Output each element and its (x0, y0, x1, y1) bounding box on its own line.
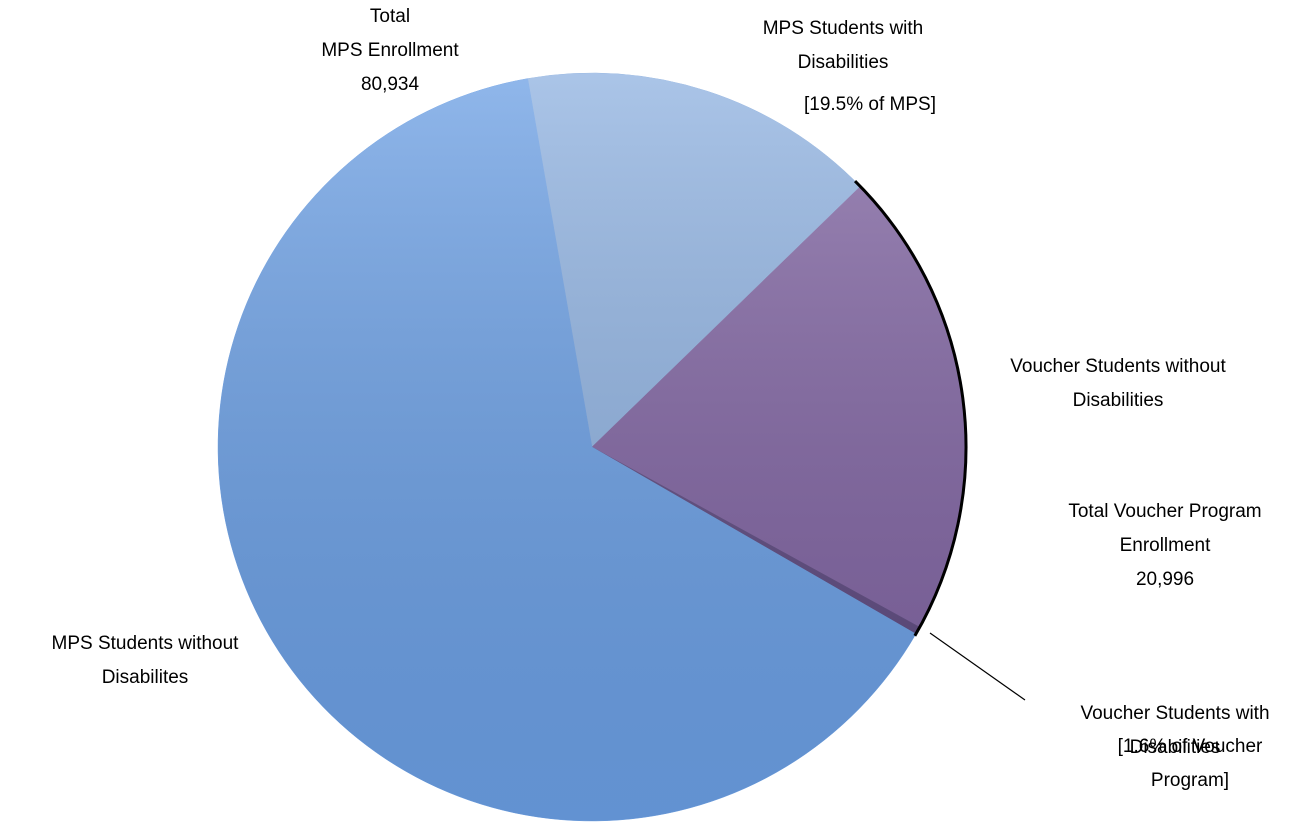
annotation: Total MPS Enrollment 80,934 (270, 0, 510, 102)
slice-label: MPS Students without Disabilites (51, 633, 239, 688)
pie-edge-shadow (853, 180, 968, 637)
annotation-line: 20,996 (1135, 569, 1195, 590)
leader-line (929, 632, 1026, 701)
slice-label: MPS Students with Disabilities (762, 18, 924, 73)
annotation: [19.5% of MPS] (750, 88, 990, 122)
annotation: [1.6% of Voucher Program] (1105, 730, 1275, 798)
annotation-line: Total (369, 6, 411, 27)
annotation-line: Enrollment (1119, 535, 1211, 556)
annotation-line: [19.5% of MPS] (803, 94, 936, 115)
annotation-line: Total Voucher Program (1068, 501, 1262, 522)
annotation: Total Voucher Program Enrollment 20,996 (1035, 495, 1295, 597)
annotation-line: MPS Enrollment (321, 40, 459, 61)
slice-label: Voucher Students with Disabilities (1080, 703, 1270, 758)
annotation-line: 80,934 (360, 74, 420, 95)
annotation-line: [1.6% of Voucher Program] (1117, 736, 1263, 791)
slice-label: Voucher Students without Disabilities (1010, 356, 1226, 411)
